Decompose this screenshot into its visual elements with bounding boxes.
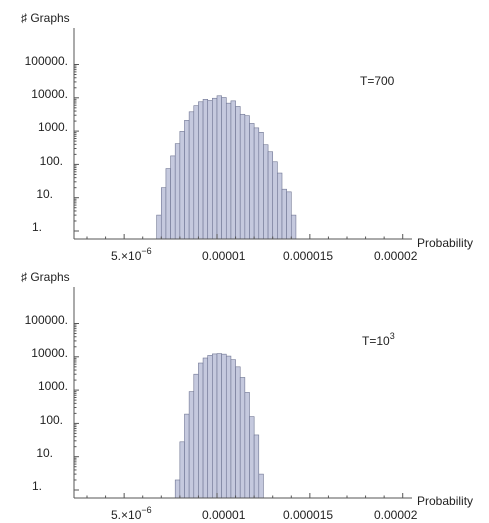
histogram-panel-t700: ♯ Graphs Probability T=700 5.×10−6 0.000… bbox=[21, 11, 473, 263]
histogram-bar bbox=[216, 353, 222, 499]
histogram-bar bbox=[263, 144, 269, 240]
histogram-bar bbox=[216, 95, 222, 240]
y-tick-label: 100000. bbox=[25, 313, 68, 327]
histogram-bar bbox=[286, 191, 292, 240]
histogram-bar bbox=[290, 214, 297, 240]
histogram-bar bbox=[225, 102, 232, 240]
histogram-bar bbox=[239, 377, 246, 499]
histogram-panel-t1000: ♯ Graphs Probability T=103 5.×10−6 0.000… bbox=[21, 270, 473, 522]
histogram-bar bbox=[225, 355, 232, 499]
histogram-bar bbox=[258, 132, 264, 240]
histogram-bar bbox=[235, 106, 241, 240]
histogram-bar bbox=[193, 105, 199, 240]
histogram-bar bbox=[253, 127, 260, 240]
histogram-bars bbox=[174, 353, 264, 499]
histogram-bar bbox=[174, 479, 181, 499]
x-tick-label: 5.×10−6 bbox=[111, 505, 152, 522]
histogram-bar bbox=[174, 143, 181, 240]
histogram-bar bbox=[202, 99, 209, 240]
histogram-bar bbox=[193, 373, 199, 499]
histogram-bar bbox=[184, 120, 190, 240]
histogram-bar bbox=[207, 100, 213, 240]
histogram-bar bbox=[202, 357, 209, 499]
y-tick-labels: 1. 10. 100. 1000. 10000. 100000. bbox=[25, 313, 68, 493]
y-axis-label: ♯ Graphs bbox=[21, 270, 70, 284]
x-tick-label: 5.×10−6 bbox=[111, 246, 152, 263]
y-tick-label: 1000. bbox=[38, 120, 68, 134]
y-tick-label: 10. bbox=[36, 187, 53, 201]
histogram-bar bbox=[179, 131, 185, 240]
histogram-bar bbox=[249, 416, 255, 499]
histogram-bar bbox=[267, 151, 274, 240]
y-tick-labels: 1. 10. 100. 1000. 10000. 100000. bbox=[25, 54, 68, 234]
y-tick-label: 100. bbox=[40, 154, 63, 168]
histogram-bar bbox=[239, 113, 246, 240]
histogram-bar bbox=[244, 392, 250, 499]
x-tick-label: 0.000015 bbox=[283, 508, 333, 522]
histogram-bar bbox=[198, 362, 204, 499]
x-tick-label: 0.00001 bbox=[202, 508, 246, 522]
histogram-bar bbox=[170, 155, 176, 240]
y-tick-label: 10000. bbox=[31, 87, 68, 101]
histogram-bar bbox=[165, 168, 171, 240]
y-axis-label: ♯ Graphs bbox=[21, 11, 70, 25]
histogram-bar bbox=[277, 172, 283, 240]
histogram-bar bbox=[188, 391, 195, 499]
histogram-bar bbox=[235, 366, 241, 499]
y-tick-label: 100000. bbox=[25, 54, 68, 68]
axes bbox=[73, 287, 412, 499]
histogram-bar bbox=[230, 100, 236, 240]
histogram-bar bbox=[230, 359, 236, 499]
histogram-bar bbox=[212, 97, 218, 240]
x-tick-label: 0.00001 bbox=[202, 249, 246, 263]
y-tick-label: 100. bbox=[40, 413, 63, 427]
histogram-bar bbox=[207, 355, 213, 499]
x-tick-label: 0.000015 bbox=[283, 249, 333, 263]
axes bbox=[73, 28, 412, 240]
y-tick-label: 1. bbox=[32, 479, 42, 493]
histogram-bar bbox=[221, 97, 227, 240]
histogram-bar bbox=[160, 187, 167, 240]
histogram-bar bbox=[188, 111, 195, 240]
histogram-bar bbox=[198, 101, 204, 240]
temperature-annotation: T=700 bbox=[360, 74, 395, 88]
histogram-bar bbox=[244, 115, 250, 240]
histogram-bar bbox=[258, 473, 264, 499]
x-tick-labels: 5.×10−6 0.00001 0.000015 0.00002 bbox=[111, 246, 418, 263]
histogram-bar bbox=[184, 413, 190, 499]
x-tick-label: 0.00002 bbox=[374, 249, 418, 263]
y-tick-label: 10000. bbox=[31, 346, 68, 360]
x-tick-labels: 5.×10−6 0.00001 0.000015 0.00002 bbox=[111, 505, 418, 522]
x-axis-label: Probability bbox=[417, 236, 473, 250]
histogram-bar bbox=[253, 434, 260, 499]
x-axis-label: Probability bbox=[417, 494, 473, 508]
y-tick-label: 10. bbox=[36, 446, 53, 460]
y-tick-label: 1. bbox=[32, 220, 42, 234]
temperature-annotation: T=103 bbox=[362, 331, 395, 348]
x-tick-label: 0.00002 bbox=[374, 508, 418, 522]
histogram-bar bbox=[179, 441, 185, 499]
y-tick-label: 1000. bbox=[38, 379, 68, 393]
histogram-bar bbox=[272, 161, 278, 240]
histogram-bar bbox=[221, 353, 227, 499]
histogram-bar bbox=[249, 123, 255, 240]
histogram-bar bbox=[281, 188, 287, 240]
histogram-bars bbox=[156, 95, 297, 240]
histogram-bar bbox=[156, 214, 162, 240]
histogram-bar bbox=[212, 353, 218, 499]
